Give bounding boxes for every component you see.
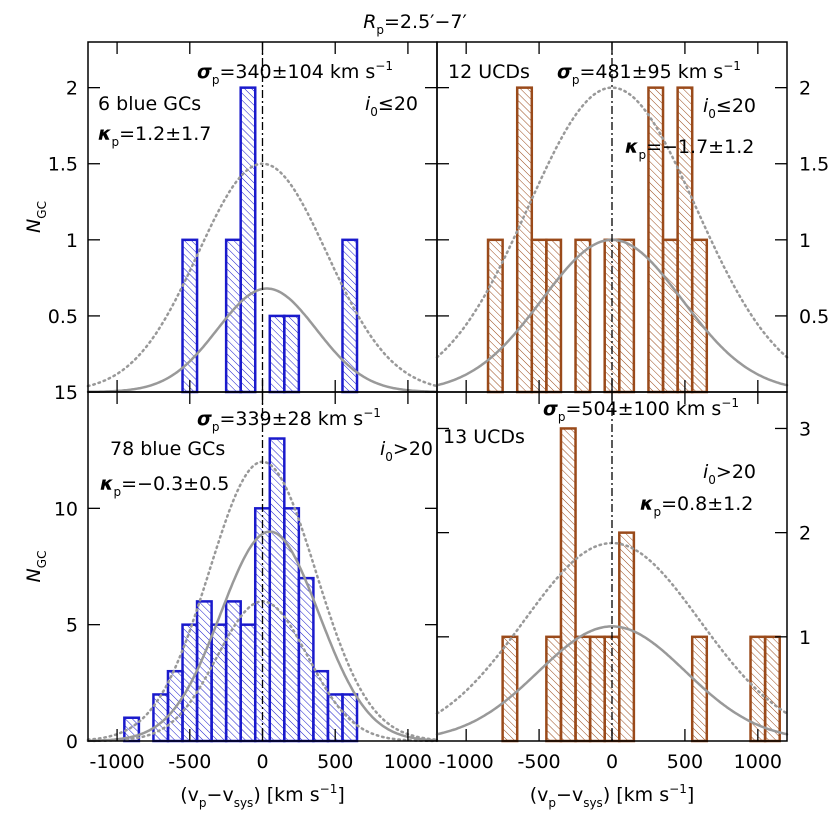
y-tick-label: 5 <box>66 615 78 637</box>
x-axis-label: (vp−vsys) [km s−1] <box>180 782 345 810</box>
y-tick-label: 15 <box>54 382 78 404</box>
kappa-label: κp=1.2±1.7 <box>98 123 211 149</box>
bar <box>763 635 781 743</box>
x-tick-label: -1000 <box>439 751 494 773</box>
panel: -1000 -500 0 500 1000 1 2 3 <box>435 391 811 773</box>
bar <box>239 623 257 743</box>
panel: -1000 -500 0 500 1000 0 5 10 15 <box>54 382 439 773</box>
x-tick-label: 500 <box>317 751 353 773</box>
bar <box>195 600 213 743</box>
model-curve <box>435 86 789 359</box>
sigma-label: σp=339±28 km s−1 <box>197 406 381 434</box>
bar <box>239 86 257 394</box>
y-tick-label: 1.5 <box>48 154 78 176</box>
sigma-label: σp=481±95 km s−1 <box>557 59 741 87</box>
bar <box>312 669 330 743</box>
model-curve <box>86 162 439 388</box>
y-tick-label: 1.5 <box>799 154 829 176</box>
sample-label: 12 UCDs <box>448 61 530 83</box>
sample-label: 6 blue GCs <box>98 93 201 115</box>
selection-label: i0>20 <box>380 438 433 464</box>
bar <box>224 600 242 743</box>
y-tick-label: 0.5 <box>799 306 829 328</box>
x-tick-label: -500 <box>518 751 561 773</box>
title: Rp=2.5′−7′ <box>363 11 467 37</box>
bar <box>676 86 694 394</box>
y-tick-label: 2 <box>799 523 811 545</box>
x-tick-label: -1000 <box>89 751 144 773</box>
y-tick-label: 2 <box>799 78 811 100</box>
kappa-label: κp=−0.3±0.5 <box>100 473 229 499</box>
kappa-label: κp=−1.7±1.2 <box>625 136 754 162</box>
selection-label: i0≤20 <box>703 95 756 121</box>
sample-label: 13 UCDs <box>443 426 525 448</box>
bar <box>268 437 286 743</box>
sigma-label: σp=340±104 km s−1 <box>197 59 393 87</box>
bar <box>268 314 286 394</box>
bar <box>283 314 301 394</box>
y-tick-label: 0 <box>66 731 78 753</box>
y-tick-label: 0.5 <box>48 306 78 328</box>
bar <box>297 576 315 743</box>
x-tick-label: -500 <box>168 751 211 773</box>
bar <box>181 238 199 394</box>
y-tick-label: 10 <box>54 498 78 520</box>
y-tick-label: 1 <box>799 230 811 252</box>
panel: 0.5 1 1.5 2 <box>435 41 829 394</box>
x-tick-label: 500 <box>667 751 703 773</box>
bar <box>559 427 577 743</box>
bar <box>530 238 548 394</box>
y-tick-label: 1 <box>799 627 811 649</box>
bar <box>661 238 679 394</box>
bar <box>486 238 504 394</box>
y-tick-label: 3 <box>799 418 811 440</box>
y-tick-label: 2 <box>66 78 78 100</box>
bar <box>574 238 592 394</box>
model-curve <box>435 625 789 736</box>
kappa-label: κp=0.8±1.2 <box>640 493 753 519</box>
y-axis-label: NGC <box>23 201 49 233</box>
x-tick-label: 0 <box>606 751 618 773</box>
x-tick-label: 1000 <box>734 751 782 773</box>
bar <box>341 238 359 394</box>
x-axis-label: (vp−vsys) [km s−1] <box>530 782 695 810</box>
bar <box>545 238 563 394</box>
sigma-label: σp=504±100 km s−1 <box>543 396 739 424</box>
bar <box>515 86 534 394</box>
bar <box>588 635 606 743</box>
bar <box>618 238 636 394</box>
selection-label: i0>20 <box>703 461 756 487</box>
y-tick-label: 1 <box>66 230 78 252</box>
bar <box>618 531 636 743</box>
bar <box>574 635 592 743</box>
bar <box>210 623 228 743</box>
model-curve <box>86 530 439 743</box>
x-tick-label: 1000 <box>384 751 432 773</box>
y-axis-label: NGC <box>23 551 49 583</box>
panel: 0.5 1 1.5 2 <box>48 41 439 394</box>
bar <box>501 635 519 743</box>
selection-label: i0≤20 <box>365 93 418 119</box>
sample-label: 78 blue GCs <box>110 438 225 460</box>
x-tick-label: 0 <box>256 751 268 773</box>
